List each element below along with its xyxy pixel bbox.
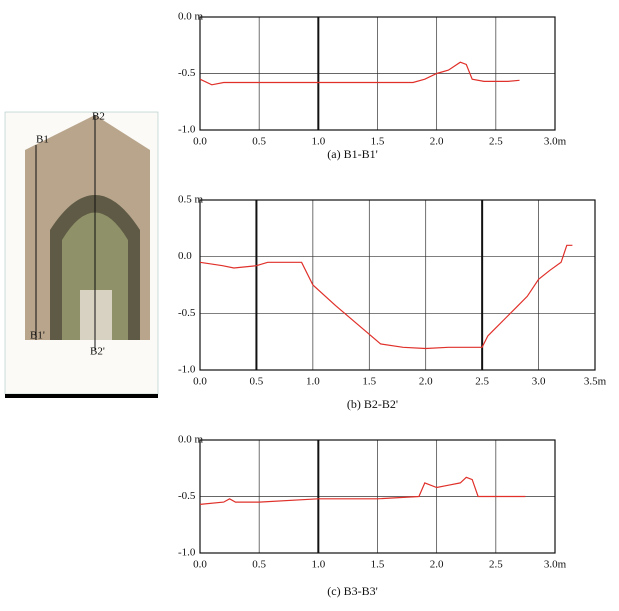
x-tick-label: 2.0 (430, 559, 444, 571)
y-tick-label: 0.0 m (178, 434, 204, 446)
facade-image: B1 B1' B2 B2' (4, 111, 159, 398)
y-tick-label: 0.0 m (178, 11, 204, 23)
y-tick-label: -1.0 (178, 364, 196, 376)
x-tick-label: 2.5 (489, 559, 503, 571)
door (80, 290, 112, 340)
caption: (a) B1-B1' (327, 147, 377, 161)
image-bar (5, 394, 158, 398)
plot-frame (199, 199, 596, 371)
section-label: B1' (30, 330, 45, 342)
x-tick-label: 0.5 (250, 376, 264, 388)
x-tick-label: 2.5 (475, 376, 489, 388)
x-tick-label: 0.5 (252, 136, 266, 148)
y-tick-label: 0.0 (178, 250, 192, 262)
x-tick-label: 3.5m (584, 376, 607, 388)
y-tick-label: -0.5 (178, 307, 196, 319)
x-tick-label: 0.5 (252, 559, 266, 571)
x-tick-label: 1.5 (371, 136, 385, 148)
x-tick-label: 2.5 (489, 136, 503, 148)
x-tick-label: 3.0m (544, 559, 567, 571)
y-tick-label: -0.5 (178, 490, 196, 502)
section-label: B1 (36, 134, 49, 146)
x-tick-label: 1.0 (311, 136, 325, 148)
profile-line (199, 244, 573, 350)
x-tick-label: 1.5 (362, 376, 376, 388)
x-tick-label: 0.0 (193, 136, 207, 148)
plot-frame (199, 439, 556, 554)
caption: (c) B3-B3' (327, 584, 377, 598)
plot-frame (199, 16, 556, 131)
x-tick-label: 3.0m (544, 136, 567, 148)
x-tick-label: 1.0 (311, 559, 325, 571)
caption: (b) B2-B2' (347, 397, 398, 411)
x-tick-label: 1.0 (306, 376, 320, 388)
x-tick-label: 3.0 (532, 376, 546, 388)
y-tick-label: -1.0 (178, 547, 196, 559)
y-tick-label: 0.5 m (178, 194, 204, 206)
profile-line (199, 476, 526, 505)
profile-line (199, 61, 520, 86)
x-tick-label: 0.0 (193, 376, 207, 388)
x-tick-label: 2.0 (430, 136, 444, 148)
x-tick-label: 1.5 (371, 559, 385, 571)
y-tick-label: -1.0 (178, 124, 196, 136)
section-label: B2 (92, 111, 105, 123)
x-tick-label: 0.0 (193, 559, 207, 571)
y-tick-label: -0.5 (178, 67, 196, 79)
x-tick-label: 2.0 (419, 376, 433, 388)
section-label: B2' (90, 346, 105, 358)
